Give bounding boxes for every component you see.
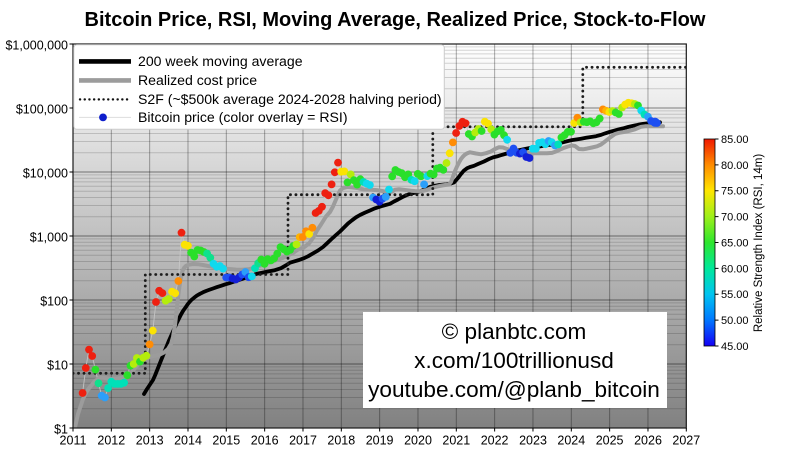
svg-text:Realized cost price: Realized cost price — [138, 72, 257, 88]
svg-text:2018: 2018 — [327, 433, 355, 447]
svg-text:$100: $100 — [40, 294, 68, 308]
svg-text:$100,000: $100,000 — [16, 102, 68, 116]
svg-text:2016: 2016 — [251, 433, 279, 447]
svg-text:$10: $10 — [47, 358, 68, 372]
svg-text:S2F (~$500k average 2024-2028: S2F (~$500k average 2024-2028 halving pe… — [138, 91, 442, 107]
svg-text:Bitcoin price (color overlay =: Bitcoin price (color overlay = RSI) — [138, 109, 348, 125]
svg-text:75.00: 75.00 — [721, 186, 749, 198]
svg-text:70.00: 70.00 — [721, 212, 749, 224]
svg-text:2022: 2022 — [481, 433, 509, 447]
svg-text:2012: 2012 — [97, 433, 125, 447]
svg-text:$1,000,000: $1,000,000 — [5, 38, 68, 52]
svg-text:2017: 2017 — [289, 433, 317, 447]
svg-text:2015: 2015 — [212, 433, 240, 447]
svg-text:2020: 2020 — [404, 433, 432, 447]
svg-text:65.00: 65.00 — [721, 237, 749, 249]
svg-text:2024: 2024 — [557, 433, 585, 447]
svg-text:2011: 2011 — [60, 433, 87, 447]
svg-text:2027: 2027 — [672, 433, 700, 447]
svg-text:55.00: 55.00 — [721, 289, 749, 301]
svg-text:Bitcoin Price, RSI, Moving Ave: Bitcoin Price, RSI, Moving Average, Real… — [85, 9, 706, 31]
svg-text:© planbtc.com: © planbtc.com — [442, 319, 587, 344]
svg-text:2021: 2021 — [442, 433, 470, 447]
svg-text:50.00: 50.00 — [721, 315, 749, 327]
svg-text:85.00: 85.00 — [721, 134, 749, 146]
svg-text:2019: 2019 — [366, 433, 394, 447]
svg-text:200 week moving average: 200 week moving average — [138, 53, 303, 69]
svg-text:$1,000: $1,000 — [30, 230, 68, 244]
svg-text:youtube.com/@planb_bitcoin: youtube.com/@planb_bitcoin — [368, 377, 660, 402]
svg-text:2013: 2013 — [136, 433, 164, 447]
svg-text:2026: 2026 — [634, 433, 662, 447]
svg-text:45.00: 45.00 — [721, 341, 749, 353]
svg-text:60.00: 60.00 — [721, 263, 749, 275]
svg-text:Relative Strength Index (RSI,: Relative Strength Index (RSI, 14m) — [753, 154, 765, 332]
svg-text:2014: 2014 — [174, 433, 202, 447]
svg-text:x.com/100trillionusd: x.com/100trillionusd — [414, 348, 614, 373]
svg-text:$10,000: $10,000 — [23, 166, 68, 180]
svg-text:2025: 2025 — [596, 433, 624, 447]
svg-text:$1: $1 — [54, 422, 68, 436]
svg-text:80.00: 80.00 — [721, 160, 749, 172]
svg-text:2023: 2023 — [519, 433, 547, 447]
